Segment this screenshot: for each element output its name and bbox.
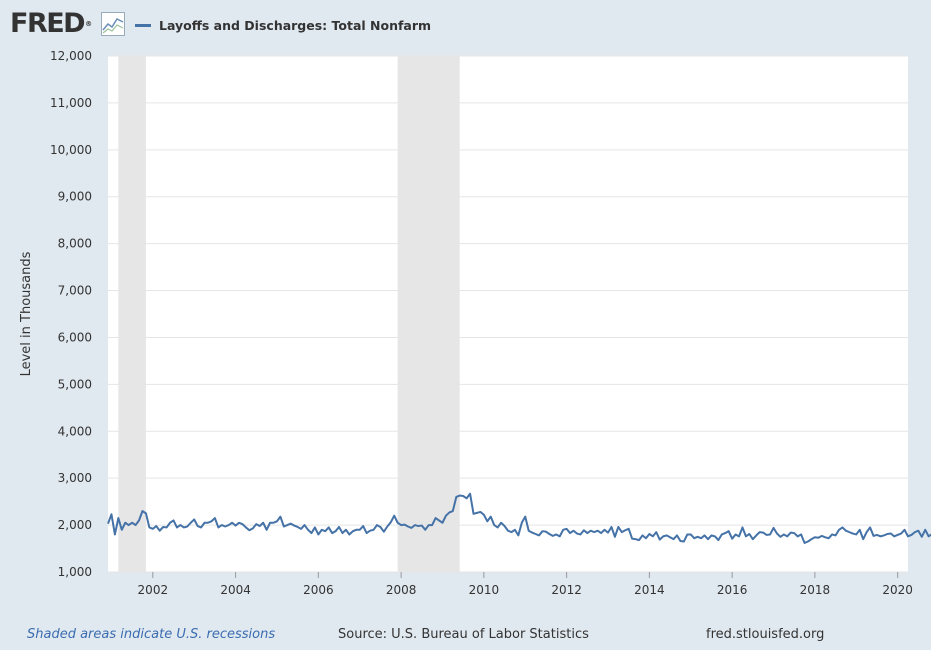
x-tick-label: 2010 bbox=[469, 583, 500, 597]
legend-label: Layoffs and Discharges: Total Nonfarm bbox=[159, 17, 432, 33]
source-note: Source: U.S. Bureau of Labor Statistics bbox=[338, 627, 589, 642]
site-link[interactable]: fred.stlouisfed.org bbox=[706, 627, 825, 642]
legend-swatch bbox=[135, 23, 151, 27]
line-graph-icon bbox=[101, 12, 125, 36]
recession-band bbox=[118, 56, 146, 572]
y-tick-label: 5,000 bbox=[58, 377, 92, 391]
x-tick-label: 2006 bbox=[303, 583, 334, 597]
x-axis: 2002 2004 2006 2008 2010 2012 2014 2016 2018 2020 bbox=[138, 572, 913, 597]
series-line bbox=[107, 492, 931, 544]
y-tick-label: 1,000 bbox=[58, 565, 92, 579]
legend[interactable]: Layoffs and Discharges: Total Nonfarm bbox=[135, 16, 431, 34]
x-tick-label: 2018 bbox=[800, 583, 831, 597]
y-axis: 1,000 2,000 3,000 4,000 5,000 6,000 7,000 8,000… bbox=[50, 49, 92, 579]
plot-area bbox=[108, 56, 908, 572]
y-tick-label: 9,000 bbox=[58, 190, 92, 204]
y-tick-label: 2,000 bbox=[58, 518, 92, 532]
fred-logo[interactable]: FRED® bbox=[10, 9, 92, 39]
x-tick-label: 2020 bbox=[882, 583, 913, 597]
y-tick-label: 4,000 bbox=[58, 424, 92, 438]
x-tick-label: 2014 bbox=[634, 583, 665, 597]
y-tick-label: 8,000 bbox=[58, 237, 92, 251]
logo-text: FRED bbox=[10, 8, 86, 39]
x-tick-label: 2004 bbox=[220, 583, 251, 597]
registered-mark: ® bbox=[85, 20, 93, 28]
y-axis-label: Level in Thousands bbox=[19, 251, 34, 376]
x-tick-label: 2002 bbox=[138, 583, 169, 597]
x-tick-label: 2008 bbox=[386, 583, 417, 597]
series-layer bbox=[107, 492, 931, 544]
recession-bands bbox=[118, 56, 460, 572]
y-tick-label: 11,000 bbox=[50, 96, 92, 110]
y-tick-label: 3,000 bbox=[58, 471, 92, 485]
y-tick-label: 6,000 bbox=[58, 330, 92, 344]
grid-lines bbox=[108, 55, 908, 573]
y-tick-label: 10,000 bbox=[50, 143, 92, 157]
line-chart[interactable]: 1,000 2,000 3,000 4,000 5,000 6,000 7,000 8,000… bbox=[0, 0, 931, 620]
x-tick-label: 2016 bbox=[717, 583, 748, 597]
recession-note: Shaded areas indicate U.S. recessions bbox=[27, 627, 276, 642]
y-tick-label: 12,000 bbox=[50, 49, 92, 63]
chart-footer: Shaded areas indicate U.S. recessions So… bbox=[0, 627, 931, 647]
chart-header: FRED® Layoffs and Discharges: Total Nonf… bbox=[0, 0, 931, 46]
x-tick-label: 2012 bbox=[551, 583, 582, 597]
y-tick-label: 7,000 bbox=[58, 284, 92, 298]
recession-band bbox=[397, 56, 460, 572]
